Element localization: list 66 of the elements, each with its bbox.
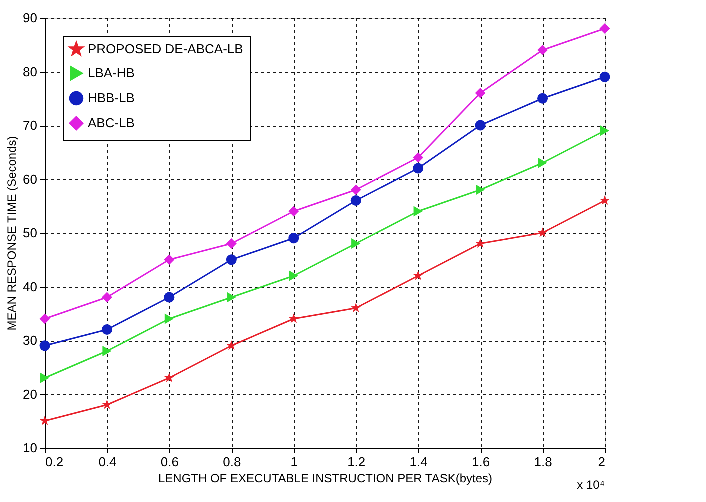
point <box>40 416 50 426</box>
point <box>538 158 548 168</box>
point <box>350 184 362 196</box>
point <box>476 238 486 248</box>
point <box>164 254 175 266</box>
x-tick-label: 1.6 <box>472 454 490 470</box>
y-tick-label: 20 <box>23 386 38 402</box>
point <box>102 324 112 335</box>
point <box>600 196 610 205</box>
point <box>475 88 486 98</box>
point <box>413 163 424 174</box>
x-tick-label: 1.2 <box>348 454 366 470</box>
point <box>288 314 299 324</box>
point <box>40 314 50 324</box>
x-tick-label: 1 <box>290 454 298 470</box>
y-axis-title: MEAN RESPONSE TIME (Seconds) <box>5 136 20 331</box>
point <box>102 346 112 356</box>
y-tick-label: 60 <box>23 172 38 187</box>
point <box>102 292 112 303</box>
point <box>288 206 300 217</box>
point <box>351 303 362 312</box>
point <box>350 196 362 206</box>
x-tick-label: 1.8 <box>534 454 552 470</box>
point <box>600 126 610 136</box>
point <box>164 314 174 324</box>
point <box>226 238 237 249</box>
legend-label: ABC-LB <box>88 116 135 130</box>
point <box>538 45 548 56</box>
y-tick-label: 30 <box>23 333 38 348</box>
point <box>476 184 486 196</box>
x-tick-label: 0.6 <box>160 454 179 470</box>
point <box>164 292 175 303</box>
point <box>538 93 548 104</box>
x-tick-label: 1.4 <box>410 454 428 470</box>
point <box>538 228 548 238</box>
point <box>600 72 610 82</box>
text: x 10⁴ <box>577 478 605 492</box>
point <box>227 292 236 303</box>
y-tick-label: 90 <box>23 10 38 26</box>
point <box>475 120 486 131</box>
point <box>288 233 300 244</box>
point <box>40 340 50 352</box>
legend-label: LBA-HB <box>88 66 135 80</box>
y-tick-label: 50 <box>23 226 38 240</box>
point <box>413 152 424 163</box>
point <box>414 206 423 217</box>
x-tick-label: 0.4 <box>98 454 117 470</box>
x-tick-label: 0.8 <box>223 454 242 470</box>
point <box>40 372 50 384</box>
point <box>226 254 237 266</box>
y-tick-label: 10 <box>23 440 38 456</box>
x-tick-label: 0.2 <box>46 454 64 470</box>
point <box>352 238 361 249</box>
x-tick-label: 2 <box>598 454 606 470</box>
point <box>226 340 237 350</box>
x-axis-title: LENGTH OF EXECUTABLE INSTRUCTION PER TASK(bytes) <box>158 472 493 486</box>
legend-label: PROPOSED DE-ABCA-LB <box>88 42 244 56</box>
y-tick-label: 40 <box>23 279 38 294</box>
point <box>289 270 298 282</box>
point <box>413 270 424 280</box>
legend-label: HBB-LB <box>88 90 135 106</box>
point <box>600 24 610 34</box>
y-tick-label: 80 <box>23 64 38 80</box>
point <box>102 400 112 410</box>
point <box>164 372 174 382</box>
y-tick-label: 70 <box>23 118 38 133</box>
